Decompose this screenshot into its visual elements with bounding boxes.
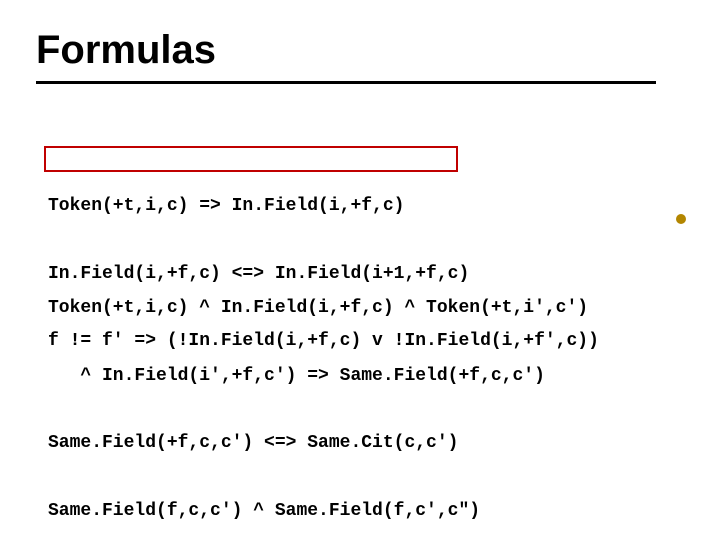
page-title: Formulas	[36, 28, 684, 73]
title-underline	[36, 81, 656, 84]
slide: Formulas Token(+t,i,c) => In.Field(i,+f,…	[0, 0, 720, 540]
code-block-2: Token(+t,i,c) ^ In.Field(i,+f,c) ^ Token…	[48, 252, 588, 540]
code-line: Token(+t,i,c) ^ In.Field(i,+f,c) ^ Token…	[48, 297, 588, 320]
code-line: Same.Field(f,c,c') ^ Same.Field(f,c',c")	[48, 500, 588, 523]
code-line: Token(+t,i,c) => In.Field(i,+f,c)	[48, 195, 599, 218]
code-line: ^ In.Field(i',+f,c') => Same.Field(+f,c,…	[48, 365, 588, 388]
code-line: Same.Field(+f,c,c') <=> Same.Cit(c,c')	[48, 432, 588, 455]
accent-dot-icon	[676, 214, 686, 224]
title-region: Formulas	[36, 28, 684, 84]
